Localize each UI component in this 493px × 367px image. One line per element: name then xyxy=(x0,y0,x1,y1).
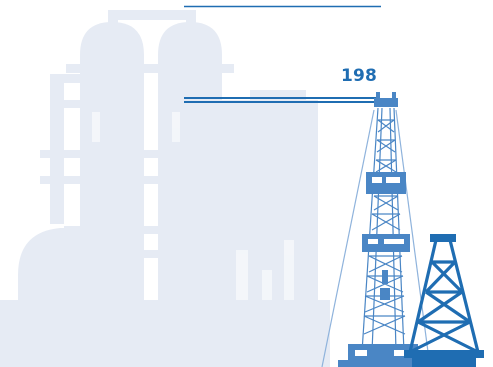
value-label: 198 xyxy=(341,66,378,86)
pointer-line-lower xyxy=(184,101,379,103)
pointer-line-upper xyxy=(184,97,379,99)
